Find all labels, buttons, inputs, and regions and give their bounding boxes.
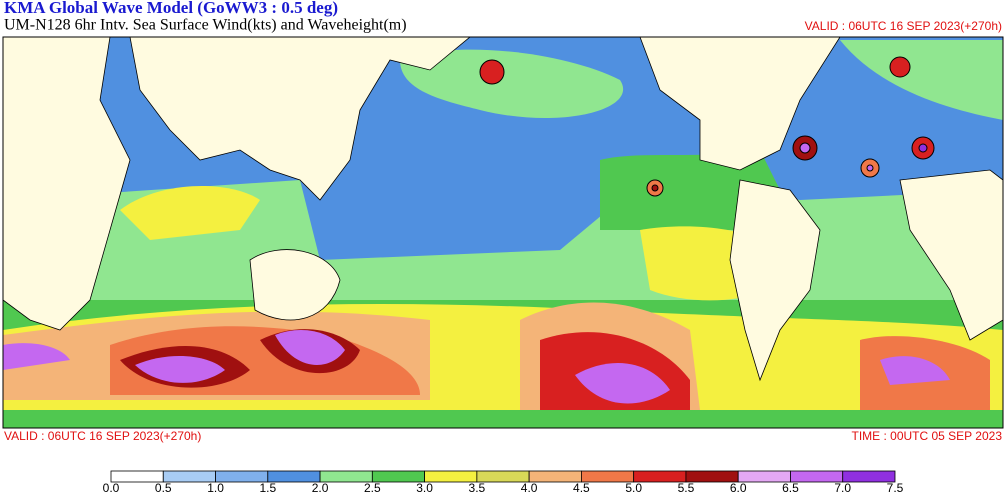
- colorbar-label: 5.0: [625, 481, 642, 495]
- colorbar-label: 1.5: [259, 481, 276, 495]
- colorbar-label: 0.5: [155, 481, 172, 495]
- colorbar-label: 0.0: [103, 481, 120, 495]
- map: [2, 36, 1004, 429]
- colorbar-box: [842, 470, 896, 483]
- colorbar-label: 1.0: [207, 481, 224, 495]
- footer-time: TIME : 00UTC 05 SEP 2023: [851, 429, 1002, 443]
- title: KMA Global Wave Model (GoWW3 : 0.5 deg): [4, 0, 338, 17]
- colorbar-label: 4.5: [573, 481, 590, 495]
- colorbar-label: 6.5: [782, 481, 799, 495]
- colorbar-label: 2.5: [364, 481, 381, 495]
- colorbar-label: 6.0: [730, 481, 747, 495]
- colorbar-label: 5.5: [678, 481, 695, 495]
- colorbar: 0.0 0.5 1.0 1.5 2.0 2.5 3.0 3.5 4.0 4.5 5.0 5.5 6.0 6…: [103, 470, 904, 495]
- colorbar-label: 3.0: [416, 481, 433, 495]
- colorbar-label: 7.0: [834, 481, 851, 495]
- colorbar-label: 4.0: [521, 481, 538, 495]
- subtitle: UM-N128 6hr Intv. Sea Surface Wind(kts) …: [4, 17, 407, 34]
- valid-time: VALID : 06UTC 16 SEP 2023(+270h): [805, 19, 1002, 33]
- footer-valid: VALID : 06UTC 16 SEP 2023(+270h): [4, 429, 201, 443]
- colorbar-label: 2.0: [312, 481, 329, 495]
- colorbar-label: 3.5: [469, 481, 486, 495]
- colorbar-label: 7.5: [887, 481, 904, 495]
